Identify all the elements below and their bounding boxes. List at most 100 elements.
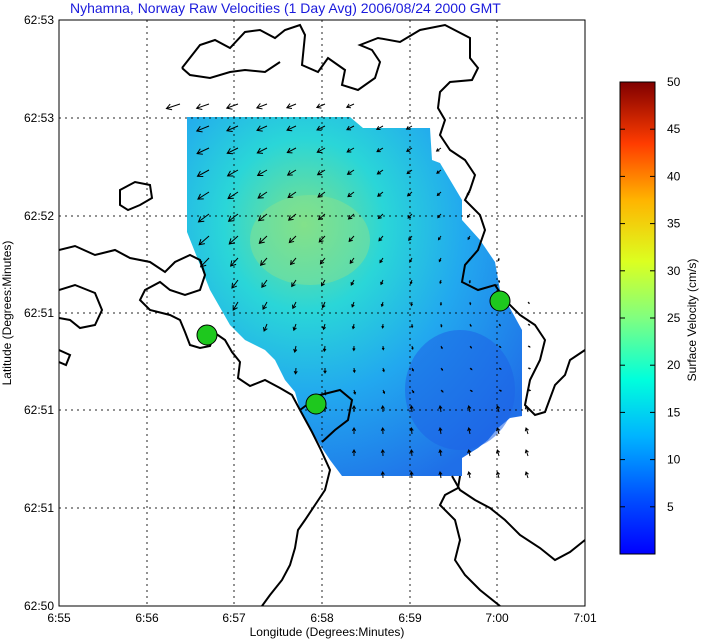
velocity-arrow <box>352 367 356 374</box>
velocity-arrow <box>286 147 297 154</box>
velocity-arrow <box>438 427 443 435</box>
velocity-arrow <box>259 257 268 267</box>
y-axis-ticks: 62:50 62:51 62:51 62:51 62:52 62:53 62:5… <box>24 13 54 613</box>
velocity-arrow <box>409 471 414 479</box>
velocity-arrow <box>524 405 529 413</box>
velocity-arrow <box>228 235 239 245</box>
velocity-arrow <box>262 301 268 310</box>
velocity-arrow <box>408 235 413 242</box>
velocity-arrow <box>410 323 414 329</box>
colorbar-tick-label: 20 <box>667 358 681 372</box>
velocity-vectors <box>165 103 532 479</box>
velocity-arrow <box>466 213 471 218</box>
velocity-arrow <box>495 471 501 479</box>
y-tick-label: 62:51 <box>24 501 54 515</box>
velocity-arrow <box>381 323 385 329</box>
velocity-arrow <box>347 213 355 220</box>
velocity-arrow <box>376 169 384 175</box>
velocity-arrow <box>438 471 443 479</box>
velocity-arrow <box>199 257 210 268</box>
grid-lines <box>59 20 585 606</box>
velocity-arrow <box>256 147 268 154</box>
velocity-arrow <box>288 235 297 244</box>
velocity-arrow <box>527 301 530 305</box>
velocity-arrow <box>318 235 326 243</box>
velocity-arrow <box>316 169 326 176</box>
velocity-arrow <box>437 235 442 241</box>
velocity-arrow <box>469 389 473 392</box>
colorbar-tick-label: 10 <box>667 453 681 467</box>
velocity-arrow <box>411 389 415 394</box>
velocity-arrow <box>467 427 472 435</box>
colorbar-ticks: 5 10 15 20 25 30 35 40 45 50 <box>620 75 681 514</box>
velocity-arrow <box>437 213 442 219</box>
velocity-arrow <box>469 367 473 371</box>
velocity-arrow <box>226 125 239 132</box>
velocity-arrow <box>225 103 239 110</box>
velocity-arrow <box>439 279 442 285</box>
colorbar <box>619 81 656 555</box>
velocity-arrow <box>345 103 355 109</box>
velocity-arrow <box>467 405 472 413</box>
velocity-arrow <box>407 213 413 219</box>
x-tick-label: 7:01 <box>573 611 597 625</box>
y-tick-label: 62:53 <box>24 111 54 125</box>
velocity-arrow <box>411 345 414 350</box>
velocity-arrow <box>495 427 501 435</box>
velocity-arrow <box>323 367 327 374</box>
x-tick-label: 6:57 <box>222 611 246 625</box>
velocity-arrow <box>293 367 298 375</box>
coastlines <box>59 23 585 606</box>
velocity-arrow <box>405 125 413 130</box>
velocity-arrow <box>469 323 472 327</box>
velocity-arrow <box>468 279 471 284</box>
colorbar-tick-label: 5 <box>667 500 674 514</box>
velocity-arrow <box>527 345 531 348</box>
radar-site-3 <box>489 290 511 312</box>
velocity-arrow <box>409 257 413 263</box>
velocity-arrow <box>352 345 356 352</box>
x-tick-label: 7:00 <box>485 611 509 625</box>
velocity-arrow <box>468 257 471 262</box>
velocity-arrow <box>196 147 210 155</box>
velocity-arrow <box>316 125 326 131</box>
x-tick-label: 6:58 <box>310 611 334 625</box>
velocity-arrow <box>467 235 471 241</box>
velocity-arrow <box>351 427 357 435</box>
velocity-arrow <box>292 323 297 332</box>
velocity-arrow <box>436 191 442 197</box>
velocity-arrow <box>409 449 414 457</box>
colorbar-tick-label: 35 <box>667 217 681 231</box>
y-tick-label: 62:51 <box>24 403 54 417</box>
velocity-arrow <box>410 301 414 307</box>
velocity-arrow <box>438 257 442 263</box>
velocity-arrow <box>497 257 500 262</box>
x-axis-label: Longitude (Degrees:Minutes) <box>250 625 405 639</box>
velocity-arrow <box>165 103 181 111</box>
velocity-arrow <box>315 103 326 109</box>
velocity-arrow <box>435 147 442 152</box>
velocity-arrow <box>285 103 297 110</box>
colorbar-tick-label: 15 <box>667 405 681 419</box>
velocity-arrow <box>527 389 532 392</box>
velocity-arrow <box>440 367 444 371</box>
velocity-arrow <box>524 471 529 479</box>
velocity-arrow <box>322 345 327 353</box>
velocity-arrow <box>382 389 386 395</box>
velocity-arrow <box>495 405 501 413</box>
velocity-arrow <box>293 345 298 353</box>
velocity-arrow <box>380 279 384 286</box>
velocity-arrow <box>467 449 472 457</box>
velocity-arrow <box>286 125 297 132</box>
velocity-arrow <box>349 257 355 264</box>
velocity-arrow <box>321 301 326 309</box>
velocity-arrow <box>406 147 413 152</box>
velocity-arrow <box>498 389 503 392</box>
velocity-arrow <box>287 191 297 199</box>
velocity-arrow <box>524 427 529 435</box>
velocity-arrow <box>381 345 385 351</box>
x-axis-ticks: 6:55 6:56 6:57 6:58 6:59 7:00 7:01 <box>47 611 597 625</box>
colorbar-tick-label: 30 <box>667 264 681 278</box>
velocity-arrow <box>317 213 326 221</box>
velocity-arrow <box>353 389 357 395</box>
